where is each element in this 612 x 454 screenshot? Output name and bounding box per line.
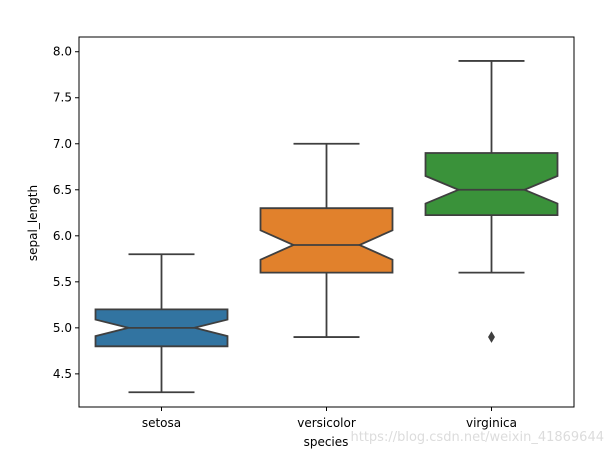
y-tick-label: 5.5 (53, 275, 72, 289)
box-group-virginica (424, 60, 559, 343)
y-tick-label: 6.5 (53, 183, 72, 197)
y-tick-label: 5.0 (53, 321, 72, 335)
y-axis-label: sepal_length (26, 185, 40, 261)
box-group-versicolor (259, 142, 394, 338)
y-axis-ticks: 4.5 5.0 5.5 6.0 6.5 7.0 7.5 8.0 (53, 45, 79, 381)
watermark-text: https://blog.csdn.net/weixin_41869644 (350, 430, 604, 445)
y-tick-label: 7.0 (53, 137, 72, 151)
plot-area (94, 60, 559, 394)
outlier-virginica-0 (488, 331, 495, 343)
x-axis-ticks: setosa versicolor virginica (142, 407, 517, 430)
y-tick-label: 4.5 (53, 367, 72, 381)
x-tick-label: versicolor (297, 416, 356, 430)
x-axis-label: species (304, 435, 349, 449)
y-tick-label: 6.0 (53, 229, 72, 243)
x-tick-label: virginica (466, 416, 517, 430)
box-versicolor (259, 207, 394, 274)
box-virginica (424, 152, 559, 217)
y-tick-label: 8.0 (53, 45, 72, 59)
x-tick-label: setosa (142, 416, 181, 430)
box-group-setosa (94, 253, 229, 394)
y-tick-label: 7.5 (53, 91, 72, 105)
